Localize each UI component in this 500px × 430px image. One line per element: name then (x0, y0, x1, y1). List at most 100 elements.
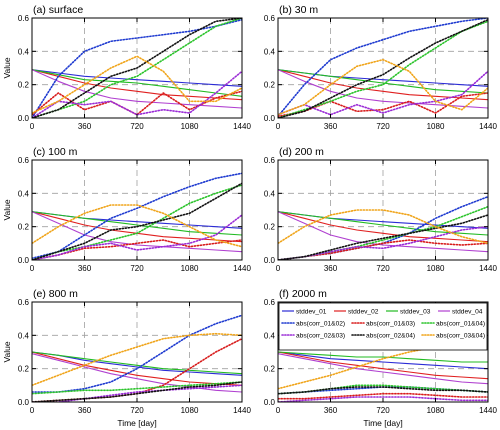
y-tick-label: 0.2 (264, 81, 276, 90)
legend-label: abs(corr_03&04) (436, 333, 485, 340)
x-tick-label: 360 (324, 122, 338, 131)
y-tick-label: 0.0 (18, 398, 30, 407)
x-tick-label: 0 (30, 406, 35, 415)
series-line-stddev-02 (278, 351, 488, 380)
x-tick-label: 360 (78, 122, 92, 131)
series-line-abs-corr-02-03- (278, 396, 488, 402)
series-group (278, 18, 488, 118)
x-tick-label: 0 (276, 406, 281, 415)
legend-box (278, 302, 488, 351)
y-tick-label: 0.6 (18, 156, 30, 165)
x-tick-label: 720 (130, 406, 144, 415)
chart-panel-5: 0 360 720 1080 1440 0.0 0.2 0.4 0.6(e) 800 m Valu… (2, 288, 251, 428)
series-line-stddev-02 (278, 211, 488, 243)
x-tick-label: 1440 (479, 406, 497, 415)
series-line-abs-corr-03-04- (278, 58, 488, 116)
series-line-abs-corr-03-04- (32, 55, 242, 114)
y-tick-label: 0.6 (18, 298, 30, 307)
chart-panel-6: 0 360 720 1080 1440 0.0 0.2 0.4 0.6(f) 2000 m Tim… (264, 288, 498, 428)
y-tick-label: 0.0 (18, 256, 30, 265)
series-line-abs-corr-02-03- (278, 225, 488, 260)
x-tick-label: 1080 (181, 264, 199, 273)
x-tick-label: 1440 (479, 122, 497, 131)
y-tick-label: 0.4 (264, 47, 276, 56)
y-tick-label: 0.2 (18, 365, 30, 374)
chart-panel-1: 0 360 720 1080 1440 0.0 0.2 0.4 0.6(a) surface Va… (2, 4, 251, 131)
x-tick-label: 1440 (233, 122, 251, 131)
x-tick-label: 1080 (427, 122, 445, 131)
x-tick-label: 1080 (427, 264, 445, 273)
series-line-stddev-03 (32, 211, 242, 236)
series-line-abs-corr-03-04- (32, 204, 242, 248)
series-line-stddev-03 (32, 351, 242, 375)
series-line-stddev-04 (278, 69, 488, 109)
series-line-abs-corr-01-04- (32, 381, 242, 395)
x-tick-label: 360 (78, 264, 92, 273)
series-group (32, 314, 242, 402)
chart-panel-4: 0 360 720 1080 1440 0.0 0.2 0.4 0.6(d) 200 m (264, 146, 498, 273)
series-line-abs-corr-02-04- (278, 18, 488, 118)
y-axis-label: Value (2, 57, 12, 78)
panel-title: (f) 2000 m (279, 288, 327, 300)
y-tick-label: 0.0 (264, 398, 276, 407)
chart-panel-3: 0 360 720 1080 1440 0.0 0.2 0.4 0.6(c) 100 m Valu… (2, 146, 251, 273)
series-line-stddev-02 (32, 351, 242, 386)
x-tick-label: 0 (276, 264, 281, 273)
panel-title: (c) 100 m (33, 146, 78, 158)
series-line-abs-corr-01-04- (32, 18, 242, 118)
panel-title: (e) 800 m (33, 288, 78, 300)
series-line-abs-corr-02-04- (32, 182, 242, 260)
y-tick-label: 0.4 (264, 331, 276, 340)
series-line-abs-corr-01-02- (32, 172, 242, 260)
x-tick-label: 360 (324, 406, 338, 415)
x-tick-label: 1080 (181, 122, 199, 131)
series-line-stddev-03 (278, 69, 488, 94)
series-line-abs-corr-01-02- (32, 314, 242, 393)
y-tick-label: 0.2 (264, 223, 276, 232)
y-tick-label: 0.4 (18, 331, 30, 340)
y-axis-label: Value (2, 199, 12, 220)
series-line-abs-corr-01-03- (278, 239, 488, 260)
y-tick-label: 0.2 (264, 365, 276, 374)
series-line-abs-corr-01-04- (32, 184, 242, 260)
series-line-abs-corr-02-03- (32, 384, 242, 402)
x-tick-label: 720 (130, 122, 144, 131)
series-line-stddev-01 (278, 351, 488, 370)
series-line-stddev-04 (32, 69, 242, 109)
y-tick-label: 0.6 (18, 14, 30, 23)
series-group (278, 195, 488, 260)
series-line-abs-corr-01-02- (32, 18, 242, 118)
legend-label: abs(corr_01&03) (366, 321, 415, 328)
x-tick-label: 1080 (427, 406, 445, 415)
series-line-abs-corr-02-03- (32, 214, 242, 260)
legend-label: abs(corr_02&03) (296, 333, 345, 340)
series-line-stddev-04 (32, 211, 242, 253)
y-tick-label: 0.0 (18, 114, 30, 123)
legend-label: abs(corr_01&02) (296, 321, 345, 328)
x-tick-label: 0 (30, 264, 35, 273)
panel-title: (d) 200 m (279, 146, 324, 158)
series-line-stddev-02 (32, 69, 242, 101)
y-tick-label: 0.4 (264, 189, 276, 198)
x-tick-label: 360 (324, 264, 338, 273)
x-tick-label: 720 (130, 264, 144, 273)
legend-label: stddev_03 (400, 309, 431, 316)
x-tick-label: 360 (78, 406, 92, 415)
y-tick-label: 0.4 (18, 189, 30, 198)
panel-title: (b) 30 m (279, 4, 318, 16)
x-tick-label: 0 (30, 122, 35, 131)
series-group (32, 172, 242, 260)
series-line-abs-corr-01-03- (278, 392, 488, 400)
series-line-abs-corr-01-02- (278, 18, 488, 118)
series-line-abs-corr-02-04- (278, 386, 488, 395)
legend-label: abs(corr_02&04) (366, 333, 415, 340)
y-tick-label: 0.6 (264, 298, 276, 307)
series-line-abs-corr-03-04- (32, 332, 242, 387)
legend-label: stddev_01 (296, 309, 327, 316)
series-group (278, 339, 488, 402)
y-axis-label: Value (2, 341, 12, 362)
series-line-stddev-01 (32, 69, 242, 87)
legend-label: stddev_02 (348, 309, 379, 316)
series-line-abs-corr-02-04- (32, 18, 242, 118)
